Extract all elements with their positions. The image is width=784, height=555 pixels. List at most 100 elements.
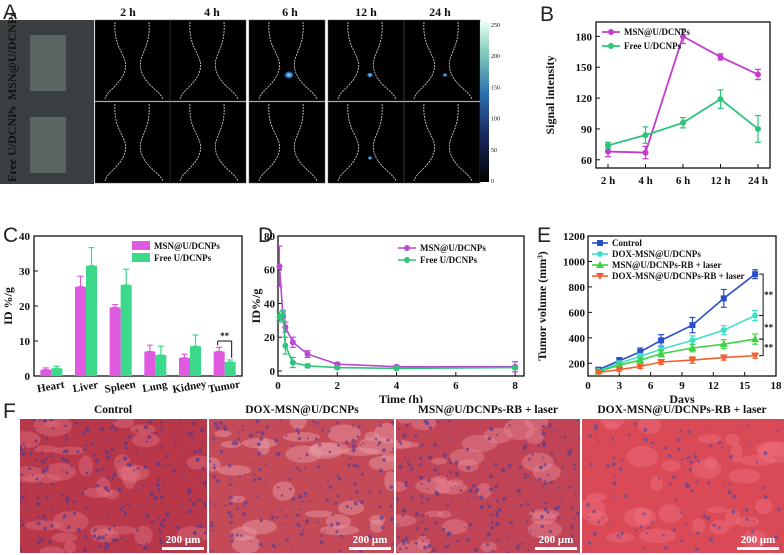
he-nucleus [728, 454, 734, 459]
he-nucleus [249, 540, 252, 542]
he-nucleus [120, 508, 124, 512]
he-nucleus [744, 508, 749, 512]
he-nucleus [420, 494, 424, 499]
he-stroma [521, 452, 554, 472]
he-stroma [33, 445, 58, 453]
he-nucleus [296, 522, 299, 525]
y-tick-label-20: 20 [264, 332, 276, 344]
he-nucleus [103, 486, 109, 491]
he-nucleus [255, 419, 260, 424]
he-nucleus [147, 434, 152, 439]
x-tick-label-24-h: 24 h [748, 175, 768, 187]
he-nucleus [117, 460, 120, 463]
he-nucleus [415, 526, 419, 530]
he-stroma [728, 468, 761, 484]
he-nucleus [489, 426, 494, 432]
he-nucleus [645, 532, 649, 535]
he-nucleus [437, 473, 440, 476]
he-nucleus [588, 433, 593, 438]
he-nucleus [578, 437, 580, 441]
y-tick-label-20: 20 [19, 301, 31, 313]
he-nucleus [295, 428, 300, 433]
he-nucleus [448, 457, 451, 461]
he-nucleus [296, 466, 300, 471]
bar-msn-u-dcnps-tumor [213, 351, 225, 376]
x-tick-label-18: 18 [771, 380, 783, 392]
he-nucleus [464, 526, 467, 529]
panel-letter-d: D [258, 224, 274, 247]
legend-marker-msn-u-dcnps [404, 245, 410, 251]
point-dox-msn-u-dcnps-5 [720, 327, 727, 334]
he-nucleus [688, 455, 692, 459]
he-nucleus [204, 506, 207, 509]
he-nucleus [228, 482, 233, 487]
he-nucleus [34, 427, 37, 430]
he-nucleus [586, 502, 591, 507]
point-control-5 [720, 295, 727, 302]
he-nucleus [84, 471, 89, 475]
he-nucleus [598, 440, 601, 443]
he-nucleus [568, 485, 572, 489]
point-free-u-dcnps-3 [717, 96, 724, 103]
he-nucleus [125, 457, 128, 460]
he-nucleus [114, 550, 117, 553]
he-nucleus [380, 525, 385, 530]
he-nucleus [696, 480, 699, 482]
he-nucleus [158, 522, 162, 526]
he-nucleus [468, 488, 473, 493]
he-stroma [272, 481, 295, 501]
he-nucleus [357, 424, 361, 429]
he-stroma [706, 506, 728, 514]
x-tick-label-2: 2 [335, 380, 341, 392]
he-nucleus [157, 478, 161, 482]
he-nucleus [359, 500, 364, 505]
point-dox-msn-u-dcnps-rb-laser-5 [719, 354, 728, 362]
he-nucleus [428, 455, 433, 460]
he-nucleus [299, 532, 304, 537]
y-axis-label: Signal intensity [543, 55, 557, 134]
he-nucleus [529, 530, 532, 533]
he-nucleus [135, 528, 140, 532]
he-stroma [120, 464, 141, 484]
he-nucleus [235, 533, 239, 537]
he-stroma [52, 446, 86, 455]
he-nucleus [219, 449, 224, 454]
he-nucleus [554, 507, 558, 511]
he-nucleus [40, 462, 43, 464]
he-nucleus [459, 489, 463, 492]
legend-marker-dox-msn-u-dcnps [597, 251, 603, 257]
he-nucleus [36, 496, 39, 500]
he-nucleus [297, 496, 300, 499]
he-nucleus [212, 474, 217, 479]
he-nucleus [570, 528, 573, 531]
he-stroma [131, 433, 160, 448]
he-nucleus [258, 542, 263, 547]
he-nucleus [446, 475, 449, 478]
he-nucleus [377, 443, 380, 447]
he-nucleus [186, 431, 190, 435]
panel-letter-e: E [537, 224, 552, 247]
he-nucleus [271, 544, 276, 549]
he-stroma [319, 525, 360, 536]
he-nucleus [731, 509, 736, 514]
he-nucleus [367, 535, 372, 540]
panel-letter-c: C [3, 224, 19, 247]
he-nucleus [81, 431, 86, 435]
he-nucleus [497, 508, 502, 512]
he-nucleus [684, 482, 689, 487]
point-msn-u-dcnps-3 [289, 339, 296, 346]
he-nucleus [546, 510, 550, 514]
point-msn-u-dcnps-0 [276, 263, 283, 270]
he-nucleus [650, 520, 654, 524]
legend-label-control: Control [612, 238, 642, 248]
he-nucleus [101, 535, 105, 540]
he-nucleus [335, 530, 339, 534]
he-nucleus [198, 487, 201, 489]
he-nucleus [568, 538, 572, 542]
he-nucleus [276, 451, 281, 457]
he-nucleus [657, 476, 661, 480]
he-nucleus [351, 423, 355, 427]
he-nucleus [160, 426, 163, 430]
he-nucleus [218, 421, 223, 425]
he-nucleus [204, 530, 207, 535]
